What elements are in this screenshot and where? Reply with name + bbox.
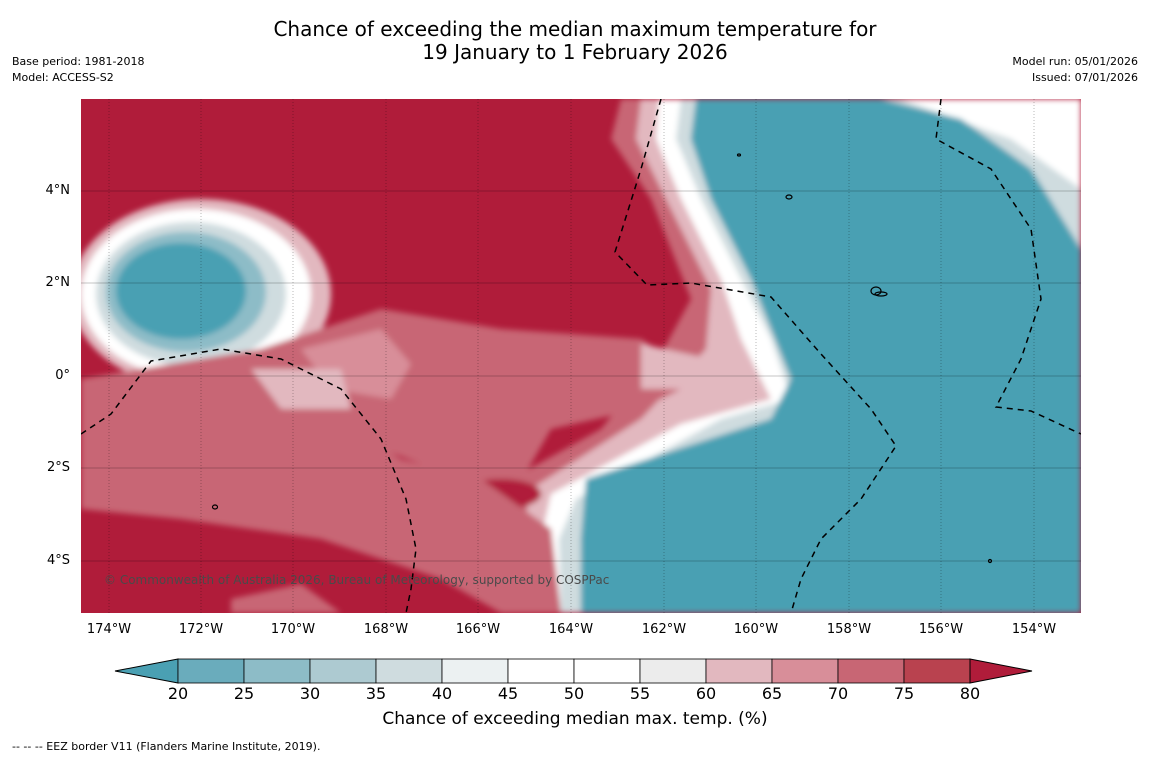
title-line-1: Chance of exceeding the median maximum t…	[273, 17, 877, 41]
colorbar	[114, 658, 1033, 684]
colorbar-segment	[639, 658, 707, 684]
lon-label-164w: 164°W	[548, 622, 594, 637]
lat-label-2s: 2°S	[46, 460, 70, 475]
colorbar-segment	[243, 658, 311, 684]
eez-borders	[81, 99, 1081, 613]
lon-label-174w: 174°W	[86, 622, 132, 637]
cb-tick-25: 25	[233, 684, 255, 703]
graticule	[81, 99, 1081, 613]
lon-label-162w: 162°W	[641, 622, 687, 637]
colorbar-segment	[837, 658, 905, 684]
island-1	[785, 194, 793, 200]
island-4	[211, 504, 219, 510]
colorbar-segment	[309, 658, 377, 684]
colorbar-segment	[375, 658, 443, 684]
lon-label-168w: 168°W	[363, 622, 409, 637]
lat-label-4s: 4°S	[46, 553, 70, 568]
cb-tick-75: 75	[893, 684, 915, 703]
footnote: -- -- -- EEZ border V11 (Flanders Marine…	[12, 740, 321, 753]
sw-band-light	[251, 369, 351, 409]
lon-label-170w: 170°W	[270, 622, 316, 637]
cb-tick-30: 30	[299, 684, 321, 703]
cb-tick-65: 65	[761, 684, 783, 703]
lon-label-158w: 158°W	[826, 622, 872, 637]
cb-tick-45: 45	[497, 684, 519, 703]
meta-right: Model run: 05/01/2026 Issued: 07/01/2026	[1012, 54, 1138, 86]
colorbar-segment	[705, 658, 773, 684]
colorbar-segment	[441, 658, 509, 684]
base-period: Base period: 1981-2018	[12, 55, 145, 68]
lat-label-0: 0°	[55, 368, 70, 383]
lat-label-2n: 2°N	[45, 275, 71, 290]
cool-region-core	[581, 99, 1081, 613]
model-run: Model run: 05/01/2026	[1012, 55, 1138, 68]
eez-border-east	[935, 99, 1081, 435]
bottom-left-patch	[231, 584, 341, 613]
lon-label-166w: 166°W	[455, 622, 501, 637]
chart-title: Chance of exceeding the median maximum t…	[0, 18, 1150, 64]
cb-tick-60: 60	[695, 684, 717, 703]
lon-label-156w: 156°W	[918, 622, 964, 637]
cb-tick-20: 20	[167, 684, 189, 703]
island-6	[736, 153, 742, 157]
model-name: Model: ACCESS-S2	[12, 71, 114, 84]
copyright-text: © Commonwealth of Australia 2026, Bureau…	[104, 573, 610, 587]
central-band-outer	[81, 309, 701, 499]
lon-label-154w: 154°W	[1011, 622, 1057, 637]
eez-border-north	[614, 99, 897, 613]
cb-tick-80: 80	[959, 684, 981, 703]
central-band-mid	[641, 344, 711, 389]
colorbar-segment	[771, 658, 839, 684]
cb-tick-55: 55	[629, 684, 651, 703]
meta-left: Base period: 1981-2018 Model: ACCESS-S2	[12, 54, 144, 86]
colorbar-segment	[507, 658, 575, 684]
sw-band	[81, 399, 561, 613]
title-line-2: 19 January to 1 February 2026	[422, 40, 728, 64]
cb-tick-40: 40	[431, 684, 453, 703]
colorbar-segment	[177, 658, 245, 684]
cb-tick-70: 70	[827, 684, 849, 703]
map-area	[81, 99, 1081, 613]
island-3	[874, 291, 888, 297]
lon-label-172w: 172°W	[178, 622, 224, 637]
cb-tick-50: 50	[563, 684, 585, 703]
colorbar-segment	[903, 658, 971, 684]
eez-border-west	[81, 348, 417, 613]
islands	[211, 153, 993, 564]
cb-tick-35: 35	[365, 684, 387, 703]
anomaly-field	[81, 99, 1081, 613]
lat-label-4n: 4°N	[45, 183, 71, 198]
lon-label-160w: 160°W	[733, 622, 779, 637]
issued-date: Issued: 07/01/2026	[1031, 71, 1138, 84]
colorbar-segment	[573, 658, 641, 684]
colorbar-extend-low	[114, 658, 179, 684]
nw-blob-core	[116, 243, 246, 339]
colorbar-label: Chance of exceeding median max. temp. (%…	[382, 709, 768, 729]
colorbar-extend-high	[969, 658, 1033, 684]
island-5	[987, 558, 993, 564]
